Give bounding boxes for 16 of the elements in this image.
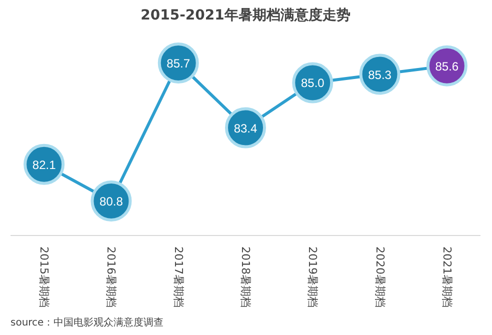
data-label: 85.7 bbox=[166, 56, 190, 70]
x-tick-label: 2015暑期档 bbox=[38, 246, 51, 308]
data-label: 85.6 bbox=[435, 59, 459, 74]
x-tick-label: 2019暑期档 bbox=[306, 246, 320, 308]
data-label: 82.1 bbox=[32, 158, 56, 172]
x-tick-label: 2017暑期档 bbox=[172, 246, 185, 308]
chart-title: 2015-2021年暑期档满意度走势 bbox=[140, 6, 350, 24]
data-label: 83.4 bbox=[234, 121, 258, 136]
data-label: 85.3 bbox=[368, 68, 392, 82]
data-label: 80.8 bbox=[100, 194, 124, 208]
data-label: 85.0 bbox=[300, 76, 325, 90]
x-tick-label: 2021暑期档 bbox=[440, 246, 454, 308]
x-tick-label: 2018暑期档 bbox=[239, 246, 252, 308]
x-tick-label: 2020暑期档 bbox=[373, 246, 386, 308]
source-note: source：中国电影观众满意度调查 bbox=[10, 316, 164, 328]
x-tick-label: 2016暑期档 bbox=[104, 246, 118, 308]
